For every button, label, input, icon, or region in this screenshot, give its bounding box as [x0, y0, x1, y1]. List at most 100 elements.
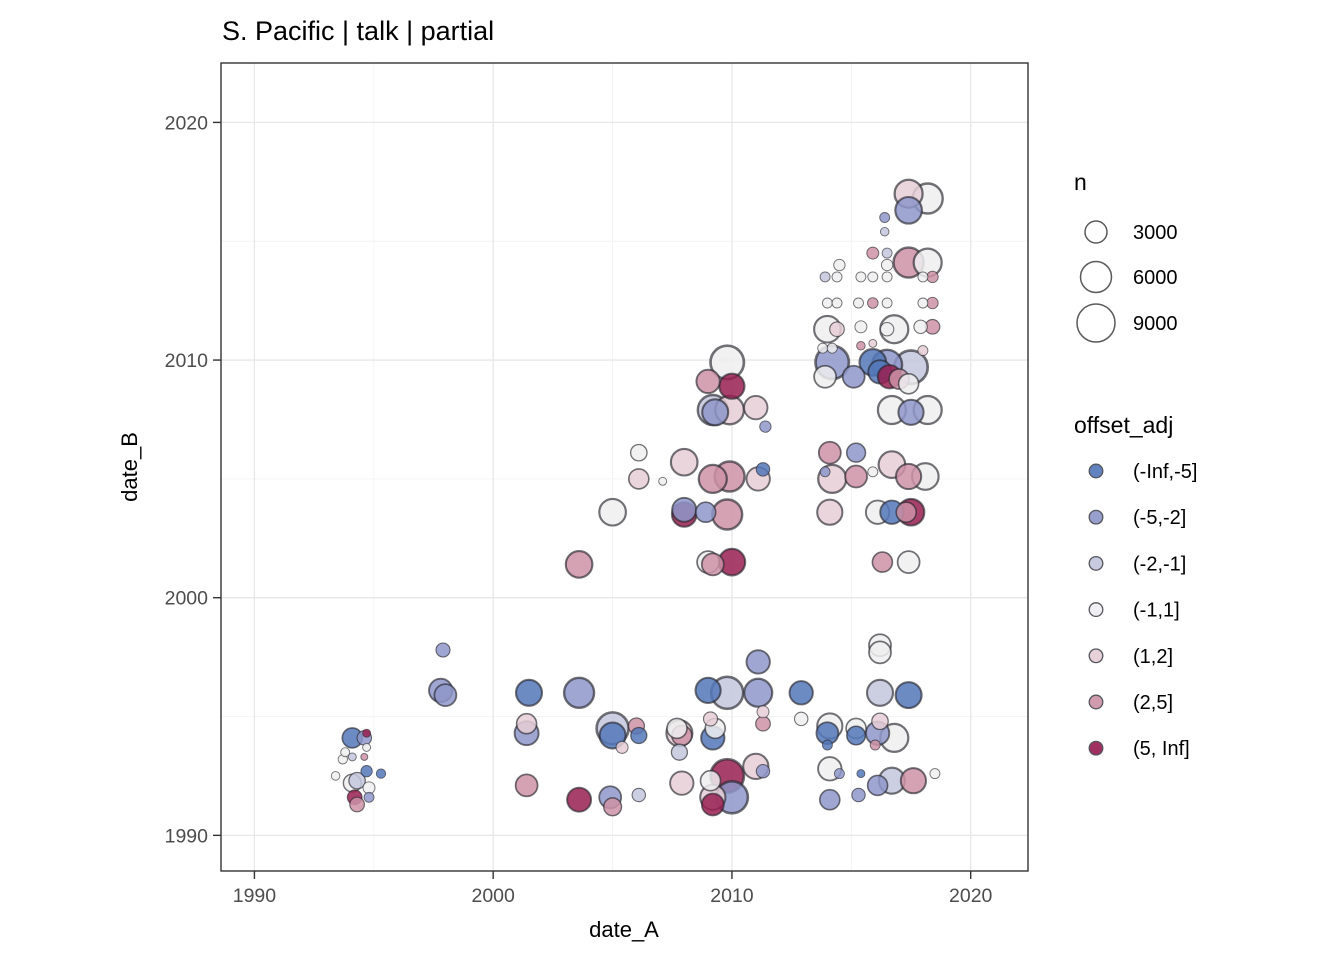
data-point: [598, 497, 627, 527]
x-axis-tick-label: 2000: [471, 885, 515, 907]
data-point: [929, 768, 941, 780]
data-point: [627, 468, 650, 490]
data-point: [881, 271, 893, 283]
data-point: [866, 774, 889, 797]
data-point: [348, 771, 366, 790]
data-point: [631, 787, 647, 803]
data-point: [881, 297, 893, 309]
data-point: [745, 649, 771, 675]
y-axis-title: date_B: [117, 432, 142, 502]
color-legend-item: (1,2]: [1088, 646, 1173, 668]
data-point: [817, 440, 842, 465]
data-point: [897, 372, 920, 395]
data-point: [755, 715, 771, 732]
data-point: [671, 496, 698, 523]
data-point: [865, 678, 895, 707]
data-point: [788, 680, 814, 706]
data-point: [895, 501, 918, 524]
color-legend-label: (5, Inf]: [1133, 738, 1190, 760]
size-legend-swatch: [1076, 303, 1116, 343]
data-point: [868, 338, 878, 348]
data-point: [880, 258, 894, 272]
color-legend-swatch: [1088, 694, 1104, 710]
data-point: [853, 297, 864, 309]
data-point: [821, 739, 833, 751]
data-point: [743, 677, 774, 708]
data-points: [330, 178, 944, 817]
data-point: [694, 501, 717, 524]
data-point: [564, 550, 594, 579]
color-legend-swatch: [1088, 463, 1104, 479]
data-point: [701, 398, 730, 427]
data-point: [340, 747, 351, 758]
data-point: [702, 711, 719, 727]
color-legend-item: (-5,-2]: [1088, 507, 1186, 529]
y-axis-tick-label: 2020: [165, 112, 209, 134]
data-point: [831, 297, 843, 309]
data-point: [854, 320, 868, 334]
data-point: [844, 464, 868, 489]
data-point: [360, 765, 373, 778]
data-point: [566, 786, 593, 813]
data-point: [700, 552, 725, 577]
color-legend-title: offset_adj: [1074, 412, 1173, 438]
color-legend-label: (-2,-1]: [1133, 553, 1186, 575]
size-legend: 3000 6000 9000: [1076, 220, 1178, 343]
y-axis-tick-label: 1990: [165, 825, 209, 847]
color-legend-item: (5, Inf]: [1088, 738, 1190, 760]
data-point: [362, 742, 372, 752]
data-point: [879, 321, 895, 337]
size-legend-label: 6000: [1133, 267, 1178, 289]
data-point: [851, 787, 866, 803]
data-point: [856, 341, 866, 351]
data-point: [894, 462, 923, 491]
data-point: [867, 466, 879, 478]
data-point: [867, 297, 879, 309]
x-axis-title: date_A: [589, 917, 659, 942]
data-point: [899, 767, 928, 795]
data-point: [666, 717, 688, 740]
data-point: [896, 550, 921, 574]
color-legend-swatch: [1088, 648, 1104, 664]
data-point: [699, 769, 722, 792]
x-axis-tick-label: 1990: [233, 885, 277, 907]
data-point: [658, 476, 668, 486]
data-point: [841, 364, 866, 389]
data-point: [829, 321, 845, 338]
size-legend-item: 9000: [1076, 303, 1178, 343]
y-axis-tick-label: 2000: [165, 588, 209, 610]
data-point: [868, 640, 892, 665]
data-point: [881, 247, 893, 259]
data-point: [869, 739, 881, 751]
data-point: [700, 792, 725, 817]
data-point: [871, 712, 889, 731]
data-point: [669, 447, 699, 477]
size-legend-swatch: [1084, 220, 1108, 244]
size-legend-item: 6000: [1079, 260, 1178, 294]
data-point: [826, 342, 838, 354]
data-point: [818, 788, 841, 811]
data-point: [867, 271, 879, 283]
color-legend: (-Inf,-5] (-5,-2] (-2,-1] (-1,1] (1,2] (2,5] (…: [1088, 461, 1197, 760]
data-point: [347, 752, 357, 762]
data-point: [375, 768, 387, 779]
color-legend-item: (-2,-1]: [1088, 553, 1186, 575]
color-legend-label: (-Inf,-5]: [1133, 461, 1197, 483]
data-point: [856, 769, 866, 779]
data-point: [879, 212, 891, 223]
data-point: [913, 319, 928, 335]
color-legend-label: (-1,1]: [1133, 600, 1180, 622]
data-point: [816, 498, 844, 526]
data-point: [330, 771, 341, 781]
color-legend-label: (-5,-2]: [1133, 507, 1186, 529]
data-point: [562, 676, 596, 709]
data-point: [917, 297, 929, 309]
data-point: [894, 195, 923, 225]
data-point: [819, 271, 831, 283]
data-point: [846, 725, 867, 746]
x-axis: 1990 2000 2010 2020: [233, 871, 993, 907]
data-point: [755, 763, 771, 779]
data-point: [917, 345, 929, 357]
data-point: [855, 271, 867, 283]
